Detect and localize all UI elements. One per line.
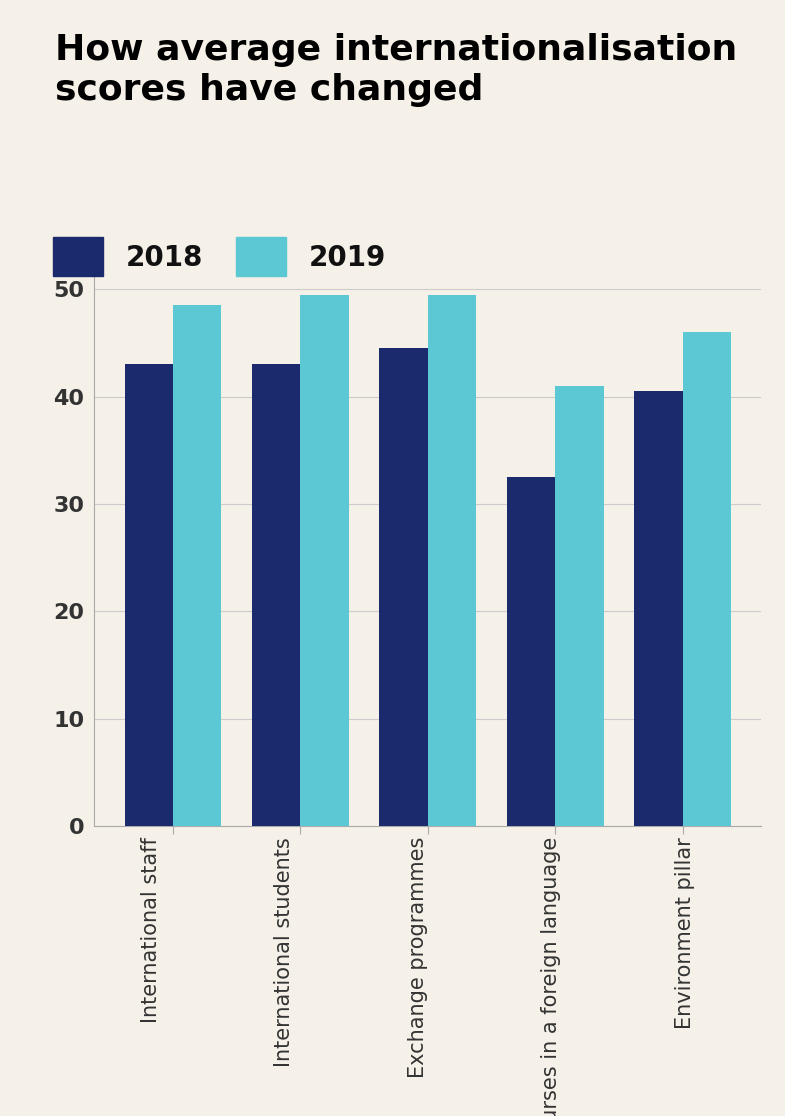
Bar [379,348,428,826]
Bar [252,365,301,826]
Text: How average internationalisation
scores have changed: How average internationalisation scores … [55,33,737,107]
Bar [173,306,221,826]
Text: International staff: International staff [141,837,161,1023]
Text: Courses in a foreign language: Courses in a foreign language [542,837,561,1116]
Text: Environment pillar: Environment pillar [675,837,695,1029]
Bar [125,365,173,826]
Legend: 2018, 2019: 2018, 2019 [53,237,385,277]
Text: International students: International students [275,837,294,1067]
Text: Exchange programmes: Exchange programmes [408,837,428,1078]
Bar [634,392,683,826]
Bar [301,295,349,826]
Bar [683,333,731,826]
Bar [555,386,604,826]
Bar [507,477,555,826]
Bar [428,295,476,826]
